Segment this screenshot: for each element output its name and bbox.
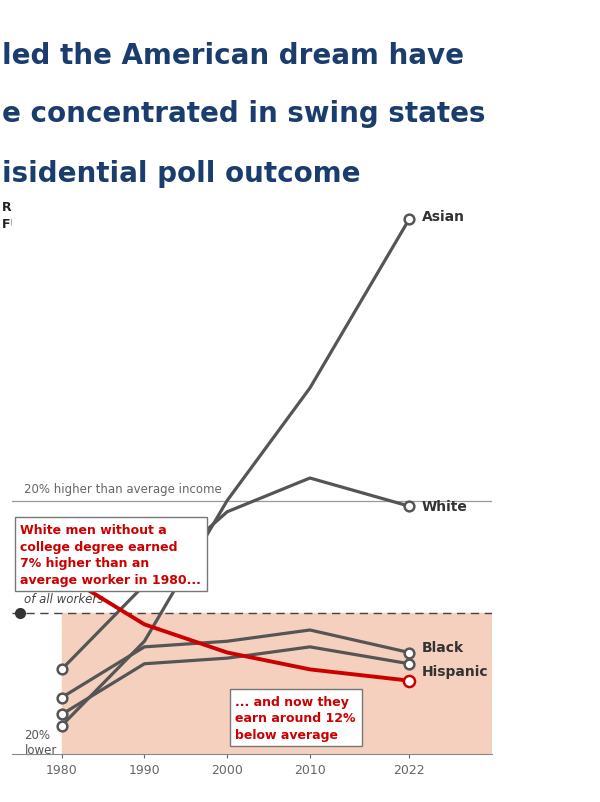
Text: e concentrated in swing states: e concentrated in swing states bbox=[2, 100, 486, 128]
Text: isidential poll outcome: isidential poll outcome bbox=[2, 160, 361, 188]
Text: 20% higher than average income: 20% higher than average income bbox=[25, 482, 222, 496]
Text: White men without a
college degree earned
7% higher than an
average worker in 19: White men without a college degree earne… bbox=[20, 524, 201, 585]
Text: ... and now they
earn around 12%
below average: ... and now they earn around 12% below a… bbox=[235, 695, 356, 741]
Text: led the American dream have: led the American dream have bbox=[2, 43, 464, 71]
Bar bbox=[62, 614, 509, 754]
Text: Hispanic: Hispanic bbox=[422, 664, 488, 678]
Text: RELATIVE INCOME OF
FULL-TIME US WORKERS: RELATIVE INCOME OF FULL-TIME US WORKERS bbox=[2, 200, 173, 230]
Text: Black: Black bbox=[422, 640, 464, 654]
Text: Asian: Asian bbox=[422, 210, 464, 224]
Text: White: White bbox=[422, 500, 467, 513]
Text: Avg income
of all workers: Avg income of all workers bbox=[25, 577, 104, 605]
Text: 20%
lower: 20% lower bbox=[25, 728, 57, 756]
